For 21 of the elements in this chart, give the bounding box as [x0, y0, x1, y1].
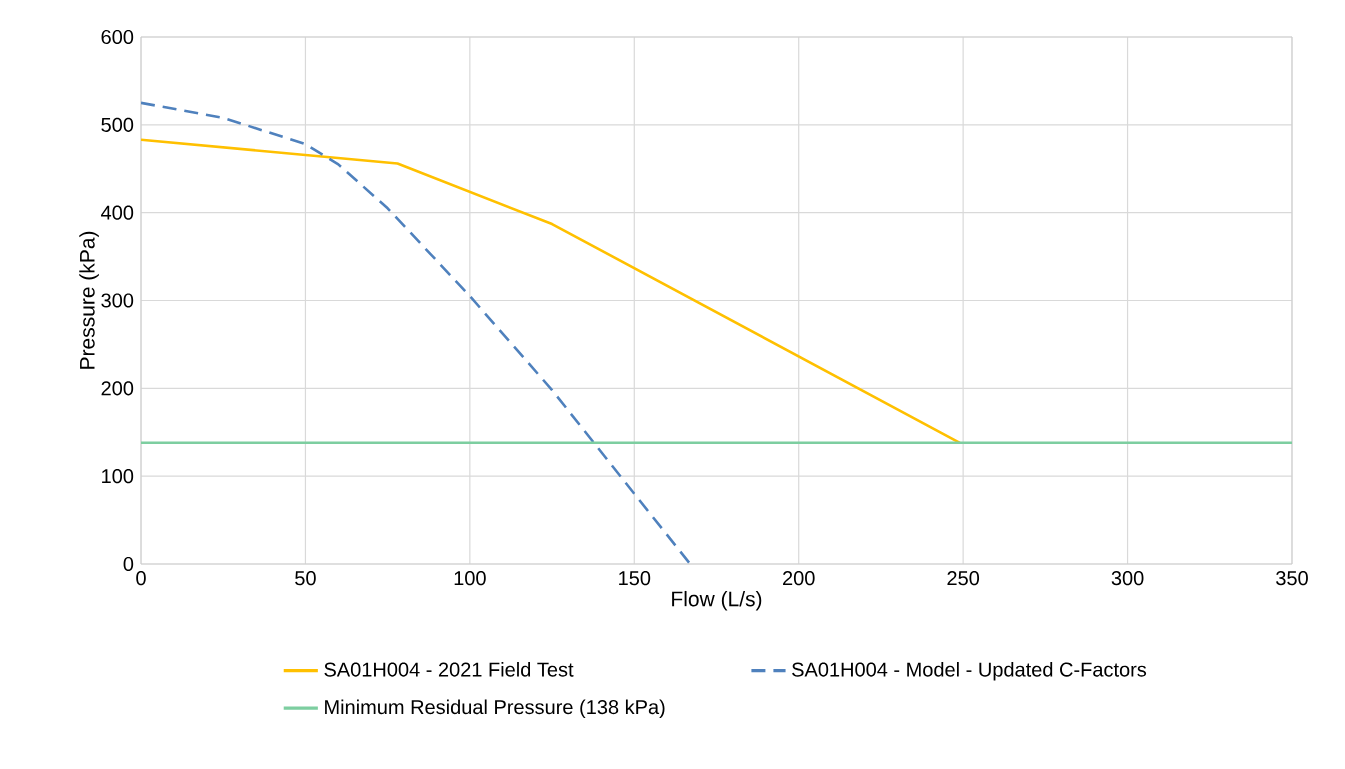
x-tick-label: 300	[1111, 571, 1144, 586]
x-tick-label: 150	[619, 571, 651, 586]
y-tick-label: 200	[101, 381, 134, 396]
legend-label: Minimum Residual Pressure (138 kPa)	[325, 699, 665, 719]
y-tick-label: 300	[101, 293, 134, 308]
y-tick-label: 400	[101, 205, 134, 220]
x-tick-label: 0	[136, 571, 146, 586]
y-tick-label: 500	[101, 117, 134, 132]
x-tick-label: 100	[454, 571, 486, 586]
y-axis-title: Pressure (kPa)	[79, 231, 99, 369]
legend-label: SA01H004 - 2021 Field Test	[324, 661, 574, 677]
y-tick-label: 600	[101, 29, 134, 45]
x-tick-label: 250	[947, 571, 980, 586]
x-tick-label: 200	[783, 571, 815, 586]
legend-label: SA01H004 - Model - Updated C-Factors	[792, 661, 1147, 681]
y-tick-label: 0	[123, 556, 134, 572]
y-tick-label: 100	[102, 469, 134, 484]
x-axis-title: Flow (L/s)	[672, 590, 762, 611]
x-tick-label: 50	[295, 571, 316, 586]
x-tick-label: 350	[1276, 571, 1308, 586]
line-series	[141, 101, 692, 564]
